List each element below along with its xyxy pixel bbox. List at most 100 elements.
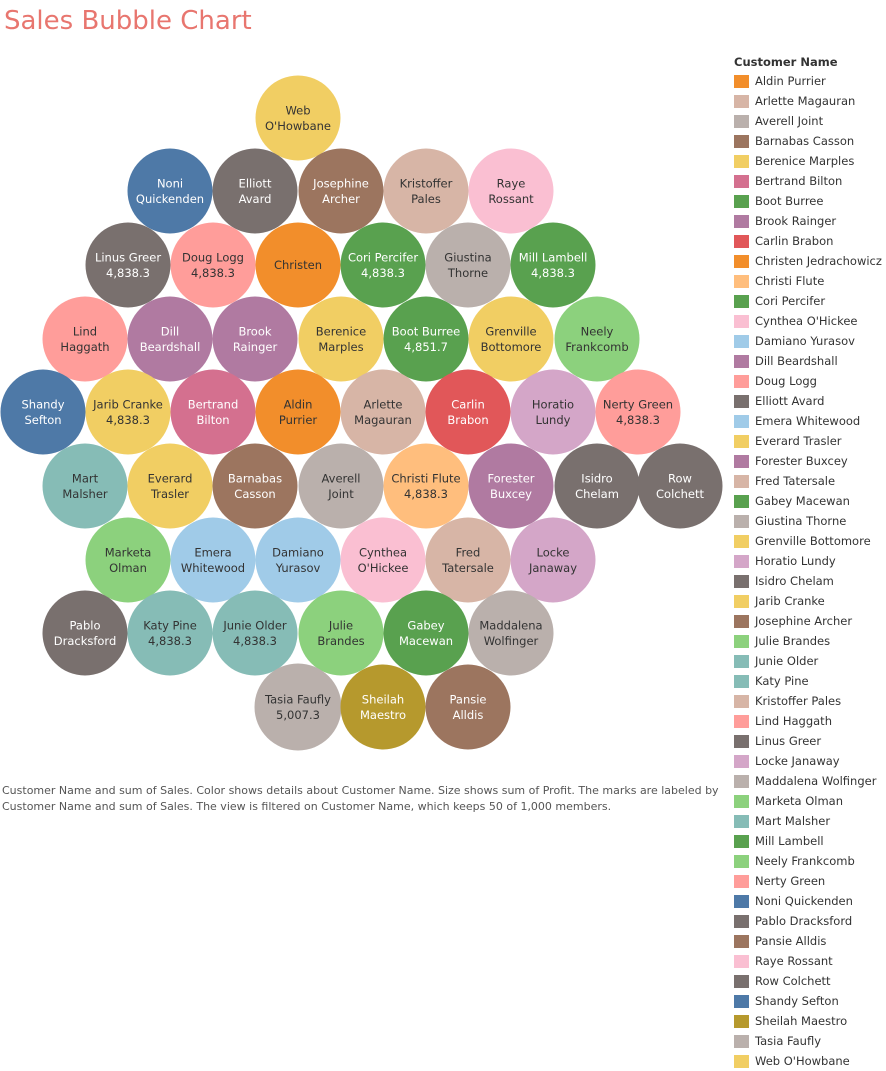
- legend-item[interactable]: Jarib Cranke: [734, 591, 886, 611]
- bubble[interactable]: Tasia Faufly 5,007.3: [254, 663, 342, 751]
- bubble[interactable]: Sheilah Maestro: [340, 664, 426, 750]
- bubble[interactable]: Shandy Sefton: [0, 369, 86, 455]
- legend-item[interactable]: Everard Trasler: [734, 431, 886, 451]
- legend-item[interactable]: Averell Joint: [734, 111, 886, 131]
- legend-item[interactable]: Cynthea O'Hickee: [734, 311, 886, 331]
- legend-item[interactable]: Web O'Howbane: [734, 1051, 886, 1071]
- bubble[interactable]: Berenice Marples: [298, 296, 384, 382]
- bubble[interactable]: Pablo Dracksford: [42, 590, 128, 676]
- bubble-circle[interactable]: [298, 148, 384, 234]
- legend-item[interactable]: Kristoffer Pales: [734, 691, 886, 711]
- legend-item[interactable]: Row Colchett: [734, 971, 886, 991]
- bubble-circle[interactable]: [340, 517, 426, 603]
- legend-item[interactable]: Gabey Macewan: [734, 491, 886, 511]
- bubble-circle[interactable]: [170, 517, 256, 603]
- bubble-circle[interactable]: [255, 75, 341, 161]
- bubble-circle[interactable]: [340, 664, 426, 750]
- bubble[interactable]: Fred Tatersale: [425, 517, 511, 603]
- bubble[interactable]: Christen: [255, 222, 341, 308]
- legend-item[interactable]: Boot Burree: [734, 191, 886, 211]
- bubble-circle[interactable]: [127, 148, 213, 234]
- bubble-circle[interactable]: [212, 148, 298, 234]
- bubble[interactable]: Carlin Brabon: [425, 369, 511, 455]
- legend-item[interactable]: Shandy Sefton: [734, 991, 886, 1011]
- legend-item[interactable]: Damiano Yurasov: [734, 331, 886, 351]
- legend-item[interactable]: Grenville Bottomore: [734, 531, 886, 551]
- bubble-circle[interactable]: [85, 222, 171, 308]
- bubble[interactable]: Maddalena Wolfinger: [468, 590, 554, 676]
- bubble[interactable]: Neely Frankcomb: [554, 296, 640, 382]
- bubble-circle[interactable]: [0, 369, 86, 455]
- legend-item[interactable]: Aldin Purrier: [734, 71, 886, 91]
- bubble[interactable]: Junie Older 4,838.3: [212, 590, 298, 676]
- bubble-circle[interactable]: [85, 517, 171, 603]
- bubble[interactable]: Gabey Macewan: [383, 590, 469, 676]
- legend-item[interactable]: Neely Frankcomb: [734, 851, 886, 871]
- bubble-circle[interactable]: [425, 517, 511, 603]
- bubble-circle[interactable]: [510, 222, 596, 308]
- legend-item[interactable]: Marketa Olman: [734, 791, 886, 811]
- bubble-circle[interactable]: [637, 443, 723, 529]
- bubble[interactable]: Kristoffer Pales: [383, 148, 469, 234]
- bubble[interactable]: Web O'Howbane: [255, 75, 341, 161]
- bubble[interactable]: Giustina Thorne: [425, 222, 511, 308]
- bubble[interactable]: Marketa Olman: [85, 517, 171, 603]
- bubble[interactable]: Josephine Archer: [298, 148, 384, 234]
- legend-item[interactable]: Carlin Brabon: [734, 231, 886, 251]
- legend-item[interactable]: Christi Flute: [734, 271, 886, 291]
- bubble-circle[interactable]: [425, 369, 511, 455]
- bubble[interactable]: Jarib Cranke 4,838.3: [85, 369, 171, 455]
- bubble[interactable]: Raye Rossant: [468, 148, 554, 234]
- bubble-circle[interactable]: [255, 369, 341, 455]
- bubble-circle[interactable]: [595, 369, 681, 455]
- bubble-circle[interactable]: [212, 296, 298, 382]
- bubble[interactable]: Emera Whitewood: [170, 517, 256, 603]
- bubble-circle[interactable]: [298, 443, 384, 529]
- legend-item[interactable]: Sheilah Maestro: [734, 1011, 886, 1031]
- legend-item[interactable]: Cori Percifer: [734, 291, 886, 311]
- bubble[interactable]: Bertrand Bilton: [170, 369, 256, 455]
- legend-item[interactable]: Pablo Dracksford: [734, 911, 886, 931]
- bubble[interactable]: Forester Buxcey: [468, 443, 554, 529]
- bubble[interactable]: Doug Logg 4,838.3: [170, 222, 256, 308]
- bubble-circle[interactable]: [554, 296, 640, 382]
- legend-item[interactable]: Emera Whitewood: [734, 411, 886, 431]
- bubble[interactable]: Brook Rainger: [212, 296, 298, 382]
- bubble-circle[interactable]: [127, 443, 213, 529]
- bubble-circle[interactable]: [42, 296, 128, 382]
- legend-item[interactable]: Lind Haggath: [734, 711, 886, 731]
- legend-item[interactable]: Locke Janaway: [734, 751, 886, 771]
- bubble[interactable]: Row Colchett: [637, 443, 723, 529]
- bubble[interactable]: Damiano Yurasov: [255, 517, 341, 603]
- legend-item[interactable]: Doug Logg: [734, 371, 886, 391]
- legend-item[interactable]: Raye Rossant: [734, 951, 886, 971]
- bubble-circle[interactable]: [383, 148, 469, 234]
- legend-item[interactable]: Brook Rainger: [734, 211, 886, 231]
- legend-item[interactable]: Linus Greer: [734, 731, 886, 751]
- bubble-circle[interactable]: [170, 369, 256, 455]
- legend-item[interactable]: Mill Lambell: [734, 831, 886, 851]
- bubble[interactable]: Cynthea O'Hickee: [340, 517, 426, 603]
- bubble-circle[interactable]: [127, 590, 213, 676]
- bubble-circle[interactable]: [212, 443, 298, 529]
- legend-item[interactable]: Arlette Magauran: [734, 91, 886, 111]
- bubble[interactable]: Julie Brandes: [298, 590, 384, 676]
- bubble-circle[interactable]: [127, 296, 213, 382]
- legend-item[interactable]: Fred Tatersale: [734, 471, 886, 491]
- bubble-circle[interactable]: [255, 222, 341, 308]
- legend-item[interactable]: Giustina Thorne: [734, 511, 886, 531]
- legend-item[interactable]: Mart Malsher: [734, 811, 886, 831]
- bubble-circle[interactable]: [383, 590, 469, 676]
- bubble-circle[interactable]: [383, 443, 469, 529]
- legend-item[interactable]: Isidro Chelam: [734, 571, 886, 591]
- legend-item[interactable]: Junie Older: [734, 651, 886, 671]
- bubble[interactable]: Arlette Magauran: [340, 369, 426, 455]
- legend-item[interactable]: Katy Pine: [734, 671, 886, 691]
- bubble[interactable]: Grenville Bottomore: [468, 296, 554, 382]
- bubble[interactable]: Linus Greer 4,838.3: [85, 222, 171, 308]
- bubble-circle[interactable]: [298, 590, 384, 676]
- bubble-circle[interactable]: [170, 222, 256, 308]
- bubble[interactable]: Locke Janaway: [510, 517, 596, 603]
- legend-item[interactable]: Nerty Green: [734, 871, 886, 891]
- bubble[interactable]: Cori Percifer 4,838.3: [340, 222, 426, 308]
